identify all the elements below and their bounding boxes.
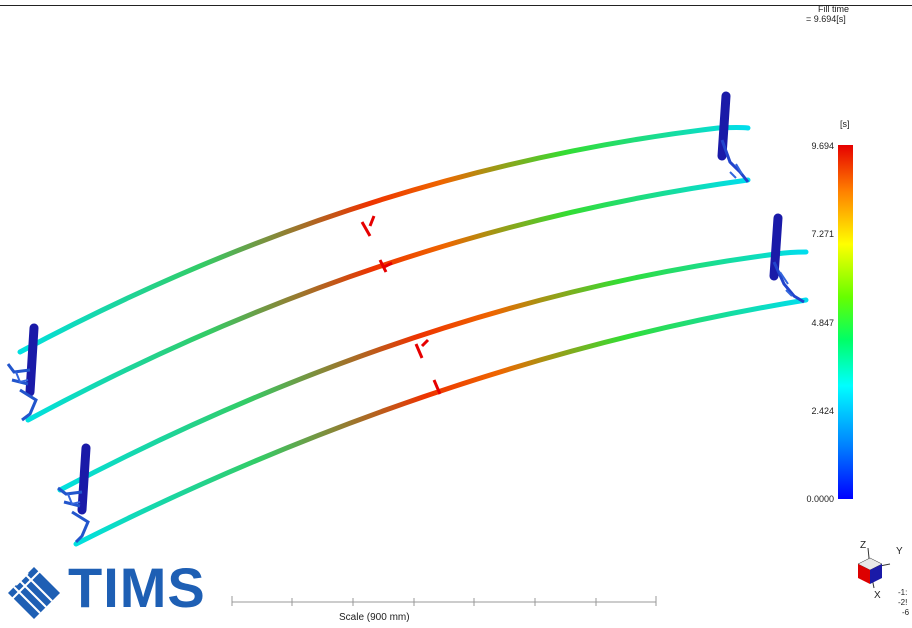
scale-label: Scale (900 mm) (339, 612, 410, 623)
top-border (0, 0, 912, 6)
logo-text: TIMS (68, 556, 206, 619)
part-lower-pair (57, 249, 809, 547)
scale-bar (231, 596, 657, 606)
sprue-left-lower (57, 443, 91, 544)
tims-logo-mark-icon (8, 567, 60, 619)
legend-tick-min: 0.0000 (806, 494, 834, 504)
part-strip-2 (25, 177, 751, 423)
result-title: Fill time (818, 4, 849, 14)
tims-logo: TIMS (4, 556, 236, 623)
legend-tick-2: 7.271 (811, 229, 834, 239)
result-value: = 9.694[s] (806, 14, 846, 24)
sprue-left-upper (6, 323, 39, 422)
triad-coord-2: -2! (898, 598, 908, 607)
triad-axis-z: Z (860, 540, 867, 551)
part-strip-1 (17, 125, 751, 355)
result-info: Fill time = 9.694[s] (806, 4, 849, 24)
sprue-top-right (717, 91, 750, 183)
triad-axis-x: X (874, 590, 881, 601)
legend-tick-4: 2.424 (811, 406, 834, 416)
part-upper-pair (17, 125, 751, 423)
orientation-triad[interactable]: Z Y X -1: -2! -6 (848, 540, 912, 624)
sprue-mid-right (769, 213, 805, 304)
part-strip-4 (73, 297, 809, 547)
triad-coord-3: -6 (902, 608, 910, 617)
triad-cube-icon (857, 547, 891, 589)
legend-tick-3: 4.847 (811, 318, 834, 328)
triad-axis-y: Y (896, 546, 903, 557)
gate-1 (360, 215, 376, 237)
legend-tick-max: 9.694 (811, 141, 834, 151)
triad-coord-1: -1: (898, 588, 908, 597)
gate-2 (378, 259, 393, 273)
legend-color-bar (838, 145, 853, 499)
gate-3 (414, 338, 430, 359)
gate-4 (432, 379, 442, 395)
legend-unit: [s] (840, 119, 850, 129)
part-strip-3 (57, 249, 809, 493)
